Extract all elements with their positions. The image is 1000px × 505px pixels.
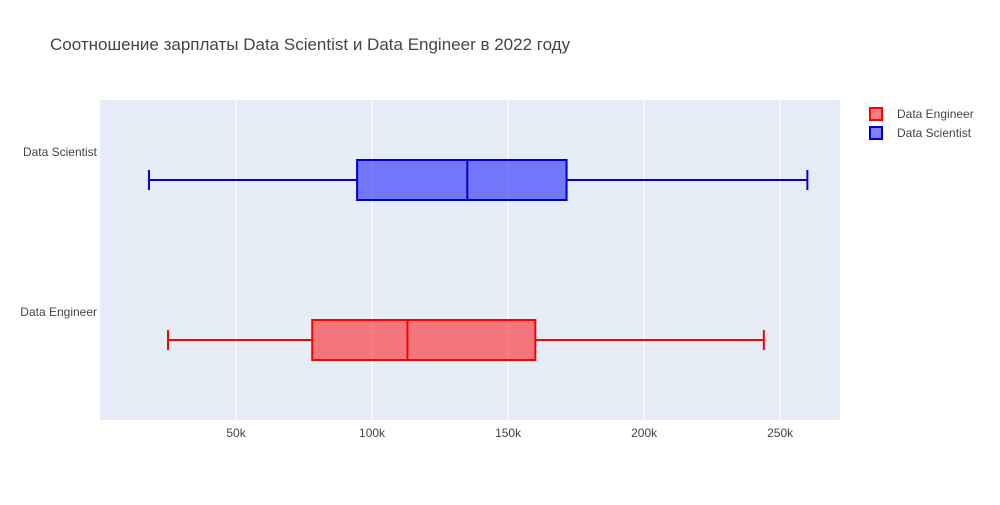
y-axis-ticks: Data Engineer Data Scientist bbox=[20, 145, 97, 319]
x-tick-label: 250k bbox=[767, 426, 794, 440]
legend-item[interactable]: Data Scientist bbox=[869, 126, 972, 140]
legend[interactable]: Data Engineer Data Scientist bbox=[869, 107, 974, 140]
legend-swatch bbox=[869, 107, 883, 121]
legend-swatch bbox=[869, 126, 883, 140]
x-tick-label: 100k bbox=[359, 426, 386, 440]
y-tick-label: Data Engineer bbox=[20, 305, 97, 319]
box-data-engineer bbox=[167, 319, 765, 361]
boxes bbox=[147, 159, 809, 361]
box-data-scientist bbox=[147, 159, 809, 201]
plot-area bbox=[100, 100, 840, 420]
iqr-box bbox=[356, 159, 568, 201]
x-tick-label: 200k bbox=[631, 426, 658, 440]
y-tick-label: Data Scientist bbox=[23, 145, 98, 159]
grid-lines bbox=[235, 100, 781, 420]
chart-title: Соотношение зарплаты Data Scientist и Da… bbox=[50, 35, 571, 54]
legend-label: Data Engineer bbox=[897, 107, 974, 121]
iqr-box bbox=[311, 319, 537, 361]
x-tick-label: 150k bbox=[495, 426, 522, 440]
x-tick-label: 50k bbox=[226, 426, 246, 440]
x-axis-ticks: 50k 100k 150k 200k 250k bbox=[226, 426, 794, 440]
legend-label: Data Scientist bbox=[897, 126, 972, 140]
legend-item[interactable]: Data Engineer bbox=[869, 107, 974, 121]
